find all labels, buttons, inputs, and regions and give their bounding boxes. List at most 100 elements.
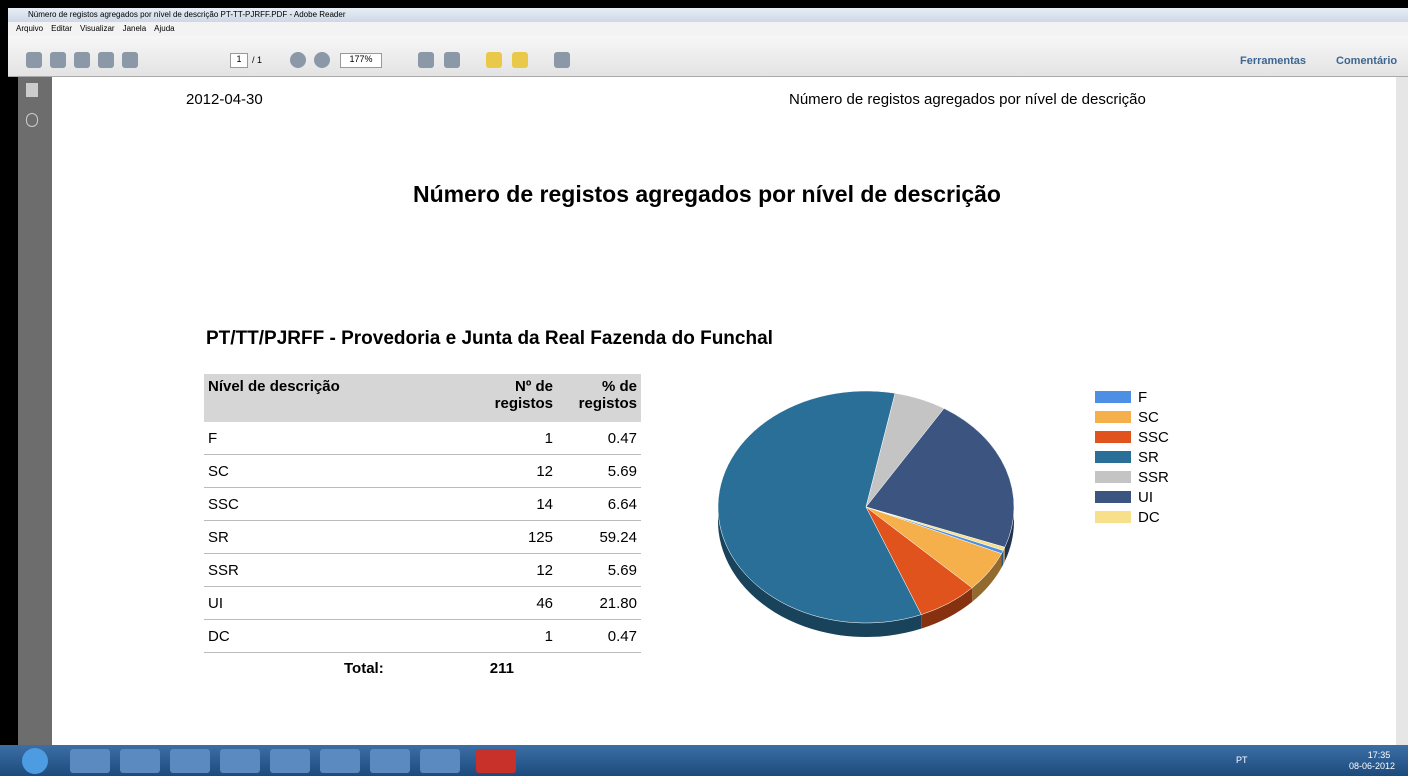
table-cell: SR xyxy=(204,520,479,554)
attachment-icon[interactable] xyxy=(26,113,38,127)
doc-date: 2012-04-30 xyxy=(186,91,263,108)
table-cell: DC xyxy=(204,619,479,653)
start-button[interactable] xyxy=(22,748,48,774)
menu-item[interactable]: Arquivo xyxy=(16,24,44,33)
taskbar-app[interactable] xyxy=(70,749,110,773)
pie-slice xyxy=(865,408,1015,548)
total-label: Total: xyxy=(344,660,384,677)
menu-item[interactable]: Janela xyxy=(122,24,147,33)
legend-label: SSC xyxy=(1138,429,1169,446)
legend-label: SSR xyxy=(1138,469,1169,486)
table-cell: 1 xyxy=(479,422,557,455)
window-title: Número de registos agregados por nível d… xyxy=(28,10,346,19)
pie-slice-side xyxy=(1003,547,1005,565)
legend-label: SC xyxy=(1138,409,1159,426)
table-cell: F xyxy=(204,422,479,455)
table-cell: 12 xyxy=(479,454,557,488)
table-cell: 59.24 xyxy=(557,520,641,554)
tool-button[interactable] xyxy=(98,52,114,68)
column-header: Nº de registos xyxy=(479,374,557,422)
table-cell: 6.64 xyxy=(557,487,641,521)
legend-swatch xyxy=(1095,471,1131,483)
table-row: UI 46 21.80 xyxy=(204,586,641,620)
tool-button[interactable] xyxy=(486,52,502,68)
comment-button[interactable]: Comentário xyxy=(1336,55,1398,67)
taskbar-app[interactable] xyxy=(476,749,516,773)
total-value: 211 xyxy=(489,660,514,677)
page-input[interactable]: 1 xyxy=(230,53,248,68)
page-count: / 1 xyxy=(252,55,263,65)
table-cell: 1 xyxy=(479,619,557,653)
table-row: DC 1 0.47 xyxy=(204,619,641,653)
table-row: SC 12 5.69 xyxy=(204,454,641,488)
language[interactable]: PT xyxy=(1236,755,1248,765)
table-cell: 125 xyxy=(479,520,557,554)
table-cell: SC xyxy=(204,454,479,488)
menu-item[interactable]: Ajuda xyxy=(154,24,175,33)
clock-date: 08-06-2012 xyxy=(1348,761,1396,771)
zoom-input[interactable]: 177% xyxy=(340,53,382,68)
tools-button[interactable]: Ferramentas xyxy=(1240,55,1307,67)
tool-button[interactable] xyxy=(444,52,460,68)
table-cell: 12 xyxy=(479,553,557,587)
tool-button[interactable] xyxy=(50,52,66,68)
taskbar-app[interactable] xyxy=(270,749,310,773)
table-cell: 21.80 xyxy=(557,586,641,620)
zoom-in[interactable] xyxy=(314,52,330,68)
legend-label: F xyxy=(1138,389,1147,406)
menu-item[interactable]: Visualizar xyxy=(80,24,115,33)
toolbar: 1 / 1 177% Ferramentas Comentário xyxy=(8,36,1408,77)
table-cell: 5.69 xyxy=(557,454,641,488)
tool-button[interactable] xyxy=(26,52,42,68)
tool-button[interactable] xyxy=(122,52,138,68)
tool-button[interactable] xyxy=(74,52,90,68)
table-row: F 1 0.47 xyxy=(204,422,641,455)
pie-slice-side xyxy=(921,587,973,629)
legend-swatch xyxy=(1095,391,1131,403)
data-table: Nível de descrição Nº de registos % de r… xyxy=(204,374,641,653)
doc-header: Número de registos agregados por nível d… xyxy=(789,91,1146,108)
pie-chart: F SC SSC SR SSR UI DC xyxy=(717,389,1169,637)
table-cell: 0.47 xyxy=(557,619,641,653)
tool-button[interactable] xyxy=(418,52,434,68)
legend-swatch xyxy=(1095,511,1131,523)
zoom-out[interactable] xyxy=(290,52,306,68)
table-cell: UI xyxy=(204,586,479,620)
taskbar-app[interactable] xyxy=(370,749,410,773)
table-cell: SSR xyxy=(204,553,479,587)
legend-swatch xyxy=(1095,451,1131,463)
document-page: 2012-04-30 Número de registos agregados … xyxy=(52,77,1396,745)
tool-button[interactable] xyxy=(554,52,570,68)
pie-slice-side xyxy=(1001,550,1004,568)
table-cell: 0.47 xyxy=(557,422,641,455)
taskbar-app[interactable] xyxy=(220,749,260,773)
menu-bar: Arquivo Editar Visualizar Janela Ajuda xyxy=(8,22,1408,36)
taskbar-app[interactable] xyxy=(120,749,160,773)
legend-swatch xyxy=(1095,411,1131,423)
taskbar-app[interactable] xyxy=(170,749,210,773)
menu-item[interactable]: Editar xyxy=(51,24,73,33)
doc-subtitle: PT/TT/PJRFF - Provedoria e Junta da Real… xyxy=(206,328,773,349)
table-cell: 46 xyxy=(479,586,557,620)
pie-slice xyxy=(865,506,1006,551)
title-bar: Número de registos agregados por nível d… xyxy=(8,8,1408,22)
legend-label: UI xyxy=(1138,489,1153,506)
taskbar-app[interactable] xyxy=(320,749,360,773)
pie-slice-side xyxy=(972,553,1002,602)
table-row: SR 125 59.24 xyxy=(204,520,641,554)
doc-title: Número de registos agregados por nível d… xyxy=(413,181,1001,207)
table-row: SSC 14 6.64 xyxy=(204,487,641,521)
table-row: SSR 12 5.69 xyxy=(204,553,641,587)
pages-icon[interactable] xyxy=(26,83,38,97)
clock-time: 17:35 xyxy=(1367,750,1391,760)
table-cell: 14 xyxy=(479,487,557,521)
taskbar-app[interactable] xyxy=(420,749,460,773)
legend-swatch xyxy=(1095,431,1131,443)
table-cell: 5.69 xyxy=(557,553,641,587)
legend-label: SR xyxy=(1138,449,1159,466)
table-cell: SSC xyxy=(204,487,479,521)
legend-label: DC xyxy=(1138,509,1160,526)
tool-button[interactable] xyxy=(512,52,528,68)
legend-swatch xyxy=(1095,491,1131,503)
